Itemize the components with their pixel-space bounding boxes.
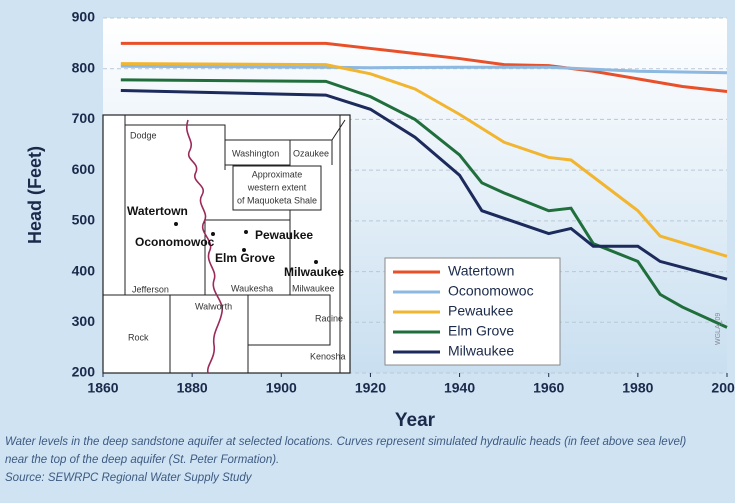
inset-map: Dodge Washington Ozaukee Approximate wes… [102,114,351,374]
data-line [120,89,728,281]
map-label: western extent [247,182,307,192]
annotation-box [232,165,322,211]
x-tick-label: 1980 [622,380,653,396]
map-label: Oconomowoc [135,235,215,249]
x-tick-label: 1920 [355,380,386,396]
y-tick-label: 700 [72,110,96,126]
x-tick-label: 1880 [177,380,208,396]
location-dot [314,260,318,264]
legend-label: Milwaukee [448,343,514,359]
map-label: Dodge [130,130,157,140]
y-tick-label: 900 [72,9,96,25]
map-label: Rock [128,332,149,342]
y-tick-label: 200 [72,364,96,380]
legend-label: Watertown [448,263,514,279]
data-line [120,64,728,75]
y-axis-label: Head (Feet) [25,146,45,244]
map-label: Milwaukee [284,265,344,279]
x-tick-label: 1940 [444,380,475,396]
data-line [120,41,728,94]
x-tick-label: 1860 [87,380,118,396]
x-tick-label: 2000 [711,380,735,396]
data-line [120,78,728,329]
caption-line: Water levels in the deep sandstone aquif… [5,436,686,448]
x-axis-label: Year [395,410,436,431]
map-label: Racine [315,313,343,323]
map-label: Milwaukee [292,283,335,293]
legend-label: Oconomowoc [448,283,534,299]
data-line [120,62,728,258]
map-label: Pewaukee [255,228,313,242]
map-label: Waukesha [231,283,273,293]
location-dot [244,230,248,234]
map-label: of Maquoketa Shale [237,195,317,205]
caption-line: near the top of the deep aquifer (St. Pe… [5,454,279,466]
map-label: Elm Grove [215,251,275,265]
map-frame [102,114,351,374]
location-dot [211,232,215,236]
shale-extent [186,119,223,374]
y-tick-label: 500 [72,212,96,228]
y-tick-label: 800 [72,59,96,75]
figure-id: WGLA_09 [715,313,722,345]
map-label: Kenosha [310,351,346,361]
x-tick-label: 1900 [266,380,297,396]
x-tick-label: 1960 [533,380,564,396]
map-label: Approximate [252,169,303,179]
map-label: Washington [232,148,279,158]
y-tick-label: 400 [72,262,96,278]
map-label: Jefferson [132,284,169,294]
county-lines [103,115,346,373]
caption-line: Source: SEWRPC Regional Water Supply Stu… [5,472,253,484]
y-tick-label: 300 [72,313,96,329]
location-dot [242,248,246,252]
legend-label: Elm Grove [448,323,514,339]
location-dot [174,222,178,226]
y-tick-label: 600 [72,161,96,177]
map-label: Ozaukee [293,148,329,158]
map-label: Walworth [195,301,232,311]
legend-label: Pewaukee [448,303,514,319]
map-label: Watertown [127,204,188,218]
